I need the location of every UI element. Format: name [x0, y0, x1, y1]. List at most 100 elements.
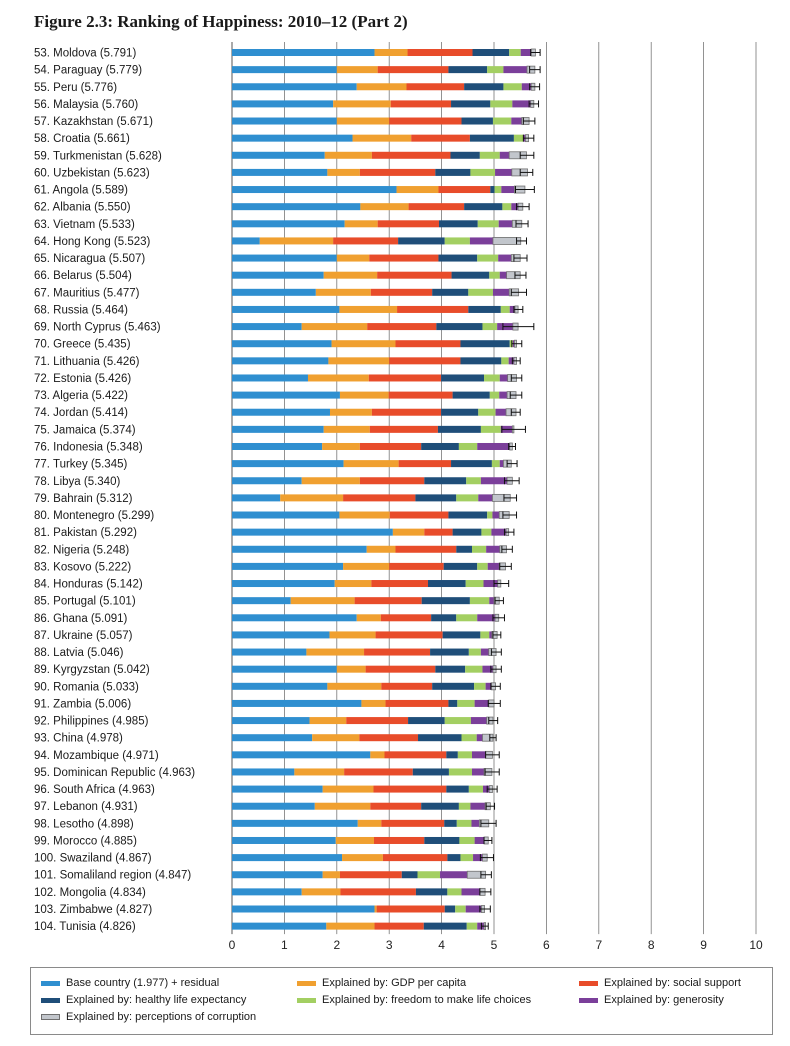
- bar-segment-freedom: [471, 545, 487, 553]
- bar-segment-base: [232, 237, 260, 245]
- bar-segment-health: [444, 819, 457, 827]
- bar-segment-health: [432, 682, 475, 690]
- bar-segment-social: [371, 408, 442, 416]
- bar-segment-freedom: [479, 151, 500, 159]
- bar-segment-gdp: [329, 408, 372, 416]
- row-label: 102. Mongolia (4.834): [34, 887, 146, 899]
- bar-segment-health: [408, 717, 445, 725]
- bar-segment-social: [370, 802, 422, 810]
- bar-segment-base: [232, 802, 315, 810]
- bar-segment-base: [232, 854, 343, 862]
- bar-segment-generosity: [499, 151, 510, 159]
- bar-segment-gdp: [344, 220, 378, 228]
- legend-label: Explained by: GDP per capita: [322, 977, 467, 989]
- bar-segment-health: [401, 871, 418, 879]
- bar-segment-social: [370, 288, 433, 296]
- bar-segment-gdp: [339, 305, 398, 313]
- bar-segment-base: [232, 631, 330, 639]
- bar-segment-social: [377, 271, 452, 279]
- bar-segment-gdp: [374, 905, 377, 913]
- bar-segment-health: [432, 288, 469, 296]
- bar-segment-health: [447, 854, 461, 862]
- x-tick-label: 3: [386, 938, 393, 952]
- bar-segment-social: [340, 888, 416, 896]
- bar-segment-base: [232, 819, 358, 827]
- bar-segment-freedom: [444, 237, 470, 245]
- bar-segment-generosity: [499, 271, 507, 279]
- bar-segment-gdp: [360, 203, 409, 211]
- bar-segment-health: [448, 66, 488, 74]
- bar-segment-generosity: [471, 768, 485, 776]
- legend-item-health: Explained by: healthy life expectancy: [41, 994, 246, 1006]
- bar-segment-gdp: [334, 580, 372, 588]
- bar-segment-social: [380, 614, 432, 622]
- figure-title: Figure 2.3: Ranking of Happiness: 2010–1…: [34, 12, 408, 31]
- bar-segment-social: [346, 717, 409, 725]
- bar-segment-gdp: [307, 374, 369, 382]
- row-label: 59. Turkmenistan (5.628): [34, 150, 162, 162]
- bar-segment-generosity: [480, 477, 508, 485]
- bar-segment-base: [232, 374, 308, 382]
- bar-segment-freedom: [458, 802, 471, 810]
- bar-segment-base: [232, 545, 367, 553]
- x-tick-label: 8: [648, 938, 655, 952]
- bar-segment-gdp: [339, 391, 389, 399]
- bar-segment-generosity: [480, 648, 489, 656]
- bar-segment-health: [451, 460, 492, 468]
- bar-segment-base: [232, 220, 345, 228]
- row-label: 64. Hong Kong (5.523): [34, 236, 151, 248]
- bar-segment-social: [389, 562, 444, 570]
- legend-item-base: Base country (1.977) + residual: [41, 977, 219, 989]
- bar-segment-gdp: [312, 734, 360, 742]
- bar-segment-health: [450, 151, 480, 159]
- bar-segment-social: [388, 391, 453, 399]
- bar-segment-social: [365, 665, 436, 673]
- row-label: 72. Estonia (5.426): [34, 373, 131, 385]
- legend: Base country (1.977) + residual Explained…: [30, 967, 773, 1035]
- x-tick-label: 6: [543, 938, 550, 952]
- bar-segment-gdp: [343, 460, 399, 468]
- bar-segment-gdp: [301, 477, 360, 485]
- bar-segment-generosity: [483, 580, 498, 588]
- row-label: 57. Kazakhstan (5.671): [34, 116, 153, 128]
- bar-segment-base: [232, 442, 323, 450]
- bar-segment-health: [456, 545, 472, 553]
- bar-segment-freedom: [491, 460, 500, 468]
- bar-segment-gdp: [357, 819, 382, 827]
- bar-segment-health: [398, 237, 445, 245]
- bar-segment-generosity: [440, 871, 468, 879]
- bar-segment-social: [384, 751, 447, 759]
- row-label: 94. Mozambique (4.971): [34, 750, 159, 762]
- row-label: 77. Turkey (5.345): [34, 459, 127, 471]
- row-label: 58. Croatia (5.661): [34, 133, 130, 145]
- bar-segment-social: [438, 186, 491, 194]
- bar-segment-generosity: [512, 100, 531, 108]
- bar-rows: [232, 48, 541, 931]
- bar-segment-gdp: [335, 836, 375, 844]
- row-label: 54. Paraguay (5.779): [34, 65, 142, 77]
- bar-segment-gdp: [324, 151, 372, 159]
- x-axis-ticks: 0 1 2 3 4 5 6 7 8 9 10: [229, 938, 763, 952]
- bar-segment-social: [359, 477, 425, 485]
- bar-segment-freedom: [468, 785, 483, 793]
- bar-segment-health: [435, 168, 471, 176]
- bar-segment-base: [232, 717, 310, 725]
- bar-segment-base: [232, 323, 302, 331]
- bar-segment-gdp: [259, 237, 334, 245]
- bar-segment-base: [232, 699, 362, 707]
- bar-segment-social: [333, 237, 399, 245]
- bar-segment-health: [427, 580, 466, 588]
- bar-segment-gdp: [322, 442, 360, 450]
- bar-segment-freedom: [478, 408, 496, 416]
- bar-segment-generosity: [495, 168, 512, 176]
- bar-segment-generosity: [465, 905, 482, 913]
- bar-segment-base: [232, 751, 371, 759]
- row-label: 81. Pakistan (5.292): [34, 527, 137, 539]
- bar-segment-gdp: [336, 117, 390, 125]
- bar-segment-base: [232, 100, 334, 108]
- bar-segment-generosity: [477, 922, 485, 930]
- bar-segment-gdp: [301, 888, 341, 896]
- bar-segment-freedom: [492, 117, 512, 125]
- row-label: 89. Kyrgyzstan (5.042): [34, 664, 150, 676]
- bar-segment-base: [232, 836, 336, 844]
